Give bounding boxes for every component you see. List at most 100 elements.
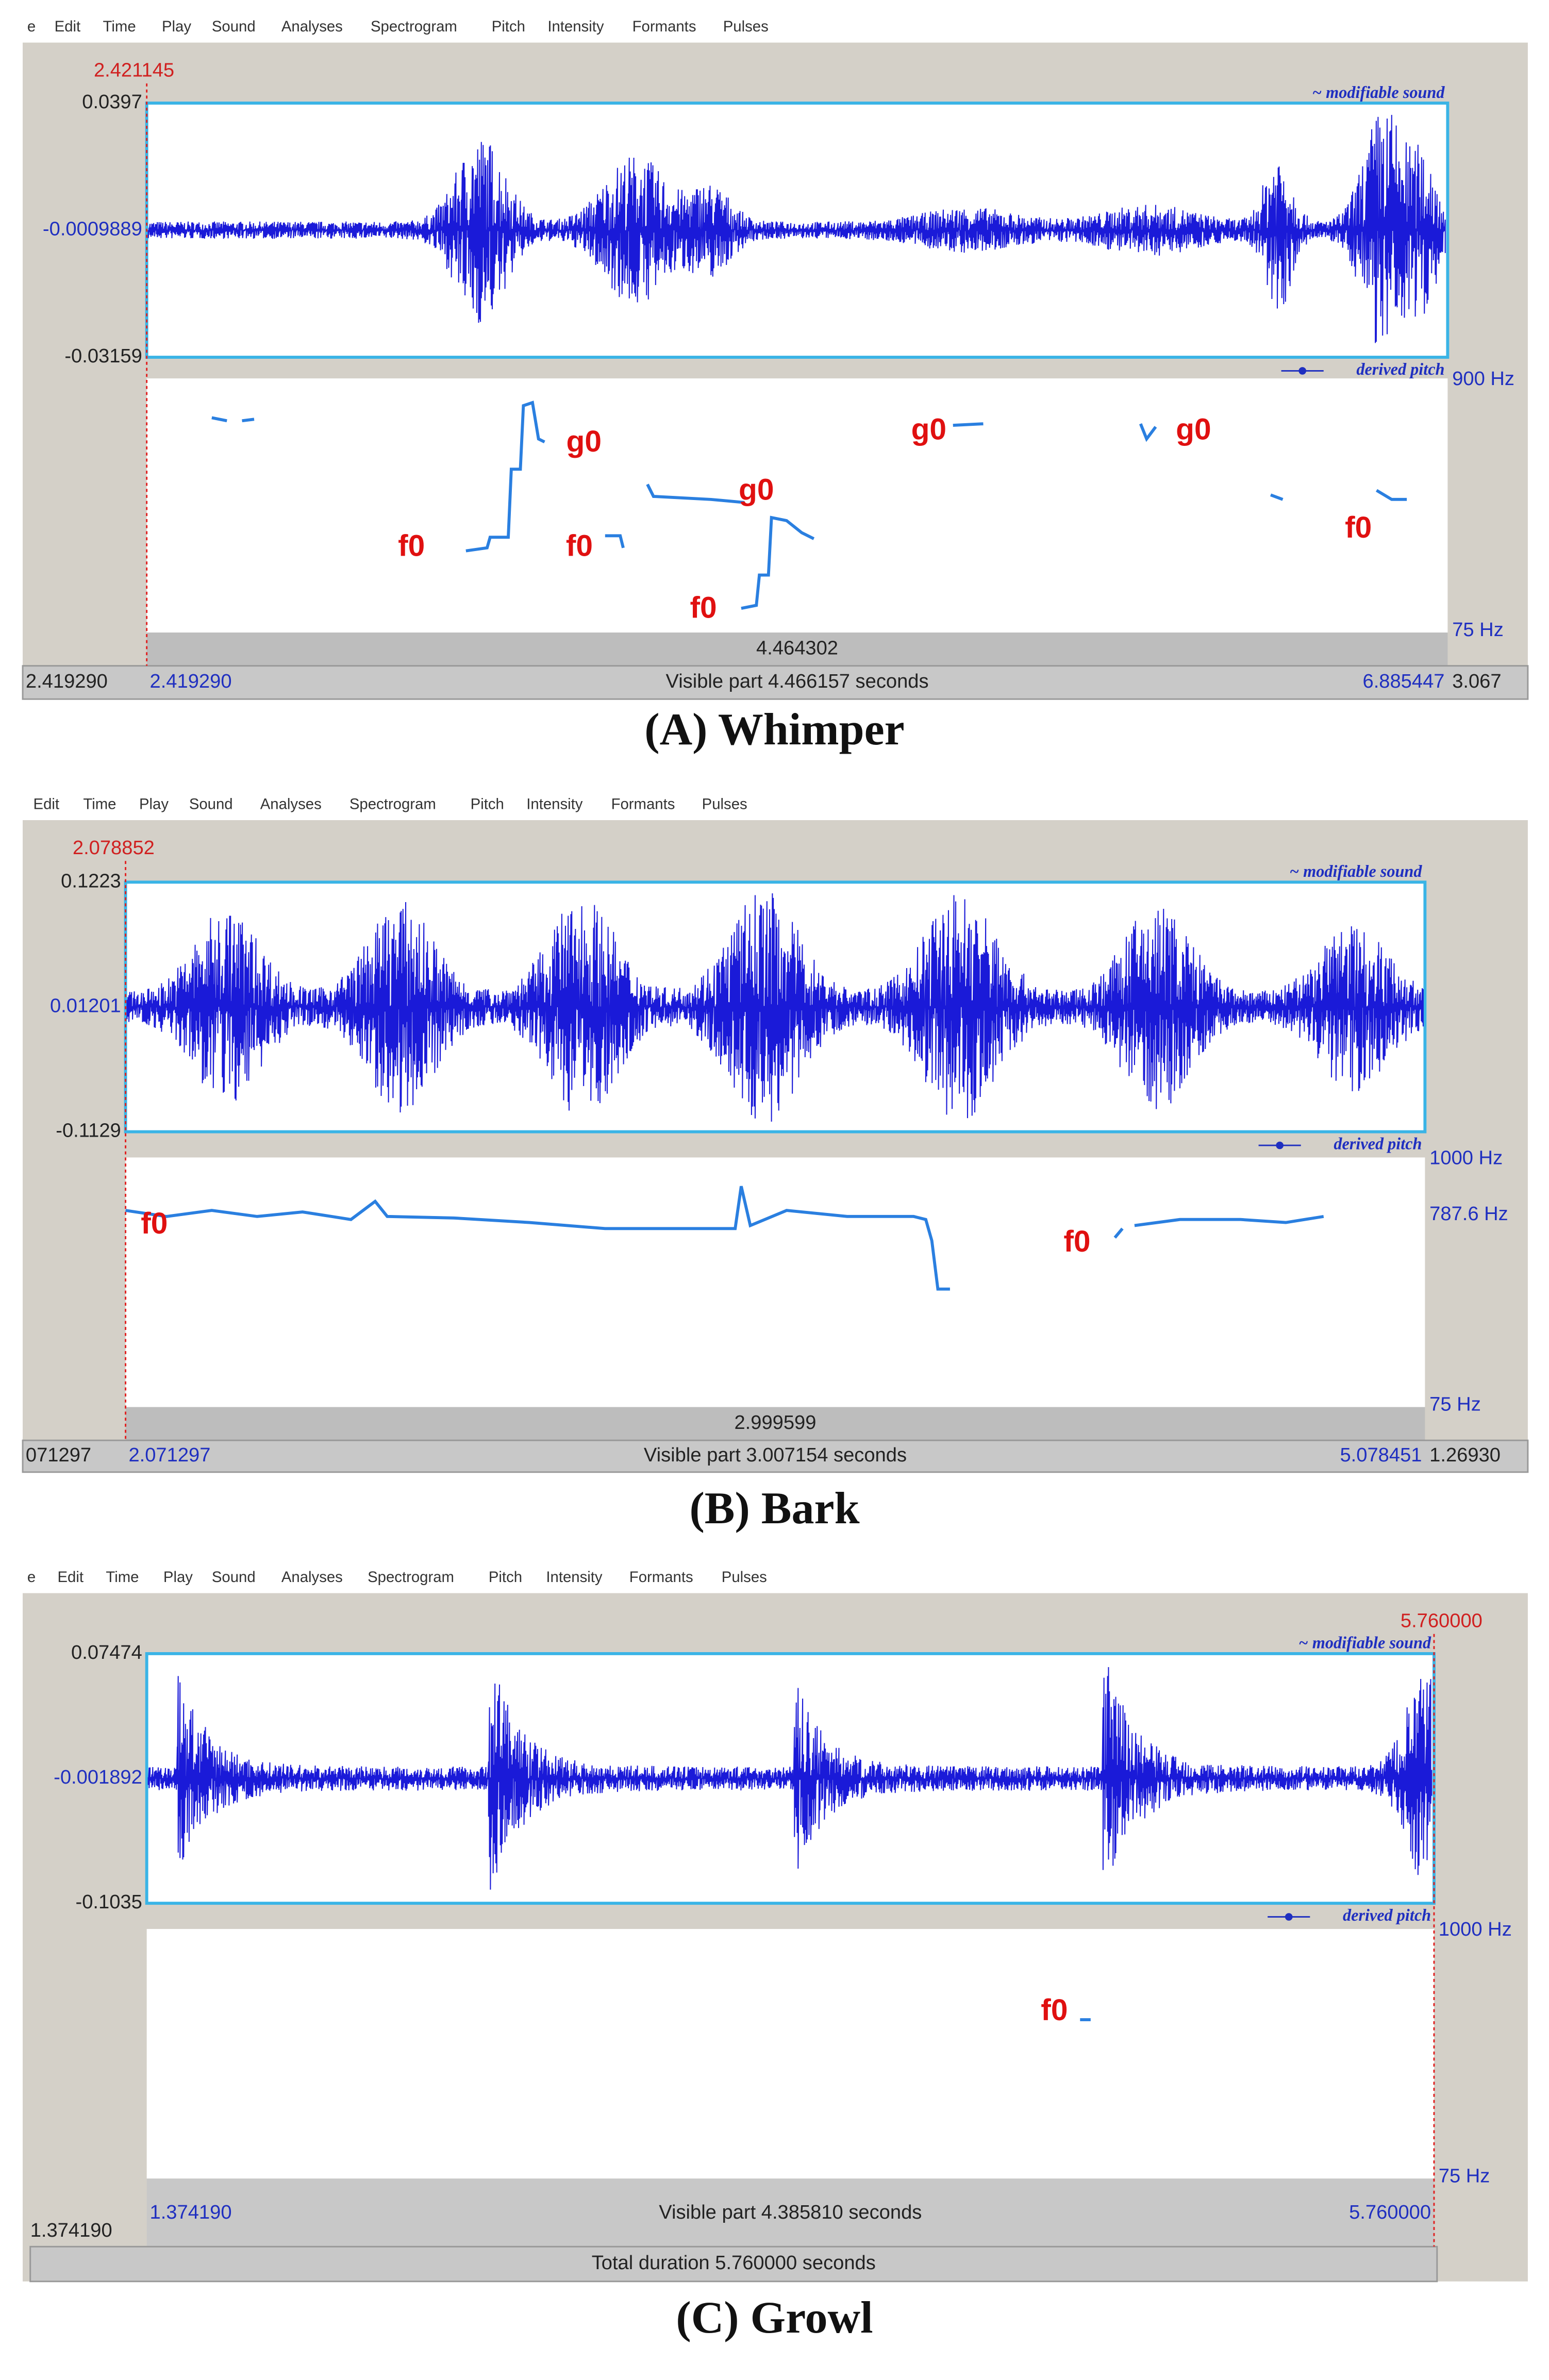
pitch-bottom: 75 Hz [1452,619,1504,641]
visible-bar [22,1439,1529,1473]
menu-item[interactable]: Pitch [471,795,504,812]
pitch-legend-dot [1298,367,1307,375]
menu-item[interactable]: Spectrogram [349,795,436,812]
visible-part: Visible part 4.466157 seconds [665,670,928,692]
menu-item[interactable]: Edit [34,795,60,812]
visible-bar [22,665,1529,700]
pitch-contour [1134,1214,1324,1227]
right-outer-time: 3.067 [1452,670,1501,692]
menu-item[interactable]: Formants [629,1569,693,1586]
left-time: 2.419290 [150,670,232,692]
menu-item[interactable]: e [27,1569,36,1586]
menu-item[interactable]: Intensity [547,18,604,35]
pitch-contour [1270,493,1284,501]
amplitude-bottom: -0.1035 [76,1891,142,1913]
menu-item[interactable]: Sound [189,795,233,812]
annotation: f0 [690,591,717,625]
amplitude-top: 0.0397 [82,91,142,113]
left-outer-time: 071297 [26,1444,91,1466]
menu-item[interactable]: Pulses [723,18,769,35]
pitch-label: derived pitch [1343,1906,1431,1924]
menu-item[interactable]: Pulses [722,1569,767,1586]
sound-label: ~ modifiable sound [1298,1634,1431,1652]
caption: (B) Bark [689,1484,859,1534]
pitch-area [146,378,1448,633]
menu-item[interactable]: Spectrogram [368,1569,454,1586]
pitch-contour [465,401,545,553]
menu-item[interactable]: Analyses [281,1569,343,1586]
sound-label: ~ modifiable sound [1290,862,1423,880]
menu-item[interactable]: Time [103,18,136,35]
visible-part: Visible part 3.007154 seconds [644,1444,907,1466]
pitch-bottom: 75 Hz [1429,1393,1481,1416]
pitch-area [146,1929,1434,2179]
menu-item[interactable]: Play [163,1569,193,1586]
annotation: f0 [1345,511,1372,544]
menu-item[interactable]: Pitch [492,18,525,35]
menu-item[interactable]: Sound [212,1569,256,1586]
menu-item[interactable]: Pitch [489,1569,522,1586]
menu-item[interactable]: Analyses [281,18,343,35]
pitch-contour [125,1186,950,1291]
pitch-top: 1000 Hz [1429,1146,1503,1169]
pitch-bottom: 75 Hz [1439,2165,1490,2187]
waveform [147,1667,1433,1890]
pitch-label: derived pitch [1356,360,1444,378]
menu-item[interactable]: e [27,18,36,35]
visible-part: Visible part 4.385810 seconds [659,2201,922,2223]
menu-item[interactable]: Play [139,795,169,812]
annotation: g0 [739,473,774,507]
amplitude-bottom: -0.1129 [56,1120,121,1142]
menu-item[interactable]: Formants [632,18,696,35]
menu-item[interactable]: Pulses [702,795,747,812]
pitch-legend-dot [1285,1913,1293,1921]
left-outer-time: 2.419290 [26,670,108,692]
menu-item[interactable]: Edit [55,18,81,35]
cursor-time: 5.760000 [1401,1609,1483,1632]
amplitude-bottom: -0.03159 [64,345,142,367]
total-bar [29,2245,1438,2283]
menu-item[interactable]: Play [162,18,191,35]
left-time: 2.071297 [128,1444,210,1466]
menu-item[interactable]: Spectrogram [371,18,457,35]
menu-item[interactable]: Edit [58,1569,84,1586]
pitch-contour [1375,489,1407,501]
pitch-contour [1113,1227,1124,1239]
right-time: 5.760000 [1349,2201,1431,2223]
selection-bar [146,633,1448,666]
annotation: f0 [1041,1993,1068,2027]
pitch-contour [605,534,625,548]
menu-item[interactable]: Sound [212,18,256,35]
menu-item[interactable]: Intensity [526,795,583,812]
right-time: 6.885447 [1362,670,1444,692]
annotation: g0 [1176,412,1211,446]
caption: (C) Growl [676,2293,873,2343]
menu-item[interactable]: Intensity [546,1569,603,1586]
menu-item[interactable]: Formants [611,795,675,812]
menu-item[interactable]: Analyses [260,795,322,812]
sound-label: ~ modifiable sound [1312,83,1445,102]
annotation: g0 [566,425,602,458]
amplitude-mid: -0.001892 [54,1766,142,1788]
pitch-top: 900 Hz [1452,368,1514,390]
pitch-mid: 787.6 Hz [1429,1203,1508,1225]
right-time: 5.078451 [1340,1444,1422,1466]
pitch-legend-dot [1276,1141,1284,1150]
left-outer-time: 1.374190 [30,2219,112,2241]
pitch-contour [242,418,255,423]
pitch-contour [1139,423,1157,442]
pitch-contour [953,422,984,427]
waveform [126,893,1424,1122]
menu-item[interactable]: Time [83,795,116,812]
selection-bar [125,1407,1425,1441]
amplitude-mid: 0.01201 [50,994,121,1017]
total-duration: Total duration 5.760000 seconds [592,2252,876,2274]
right-outer-time: 1.26930 [1429,1444,1501,1466]
annotation: f0 [141,1207,168,1240]
menu-item[interactable]: Time [106,1569,139,1586]
left-time: 1.374190 [150,2201,232,2223]
amplitude-mid: -0.0009889 [43,218,142,240]
annotation: g0 [911,412,947,446]
caption: (A) Whimper [644,705,904,755]
